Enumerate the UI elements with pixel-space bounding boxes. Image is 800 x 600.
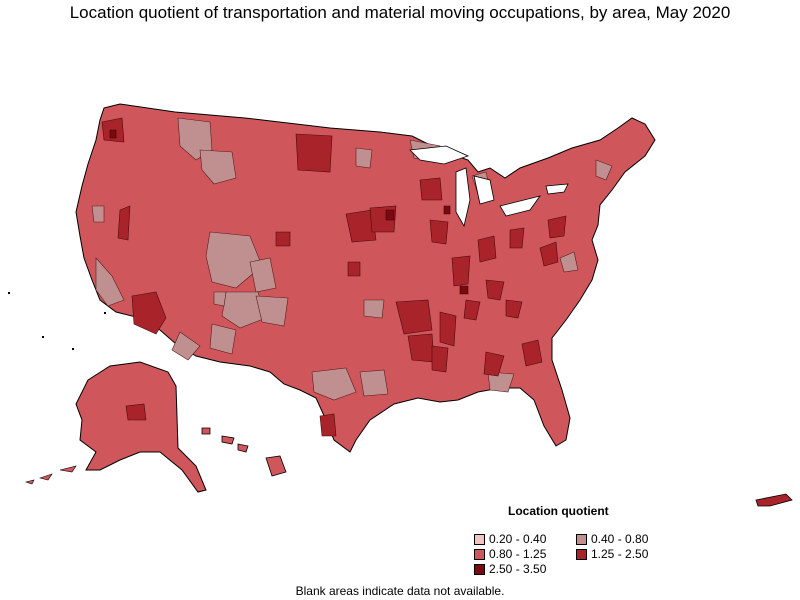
low-lq-regions — [91, 117, 613, 401]
legend-swatch — [474, 534, 485, 545]
legend-label: 1.25 - 2.50 — [591, 547, 649, 561]
map-title: Location quotient of transportation and … — [69, 3, 731, 22]
legend-swatch — [576, 549, 587, 560]
aleutian-islands — [24, 465, 77, 485]
small-island-marks — [8, 292, 106, 350]
highest-lq-regions — [109, 129, 469, 295]
puerto-rico-region[interactable] — [755, 493, 793, 507]
legend-swatch — [576, 534, 587, 545]
legend-label: 0.20 - 0.40 — [489, 532, 547, 546]
legend-title: Location quotient — [508, 504, 609, 518]
legend-label: 0.80 - 1.25 — [489, 547, 547, 561]
legend-item-1-25-2-50: 1.25 - 2.50 — [576, 547, 648, 561]
legend-item-2-50-3-50: 2.50 - 3.50 — [474, 562, 546, 576]
hawaii-region[interactable] — [201, 427, 287, 477]
legend-item-0-80-1-25: 0.80 - 1.25 — [474, 547, 546, 561]
legend-label: 2.50 - 3.50 — [489, 562, 547, 576]
data-availability-note: Blank areas indicate data not available. — [295, 584, 505, 598]
legend-item-0-20-0-40: 0.20 - 0.40 — [474, 532, 546, 546]
alaska-region[interactable] — [75, 361, 207, 493]
alaska-high-region — [125, 403, 147, 421]
legend-label: 0.40 - 0.80 — [591, 532, 649, 546]
great-lakes — [409, 145, 569, 228]
legend-swatch — [474, 564, 485, 575]
legend-item-0-40-0-80: 0.40 - 0.80 — [576, 532, 648, 546]
legend-swatch — [474, 549, 485, 560]
high-lq-regions — [101, 117, 567, 437]
